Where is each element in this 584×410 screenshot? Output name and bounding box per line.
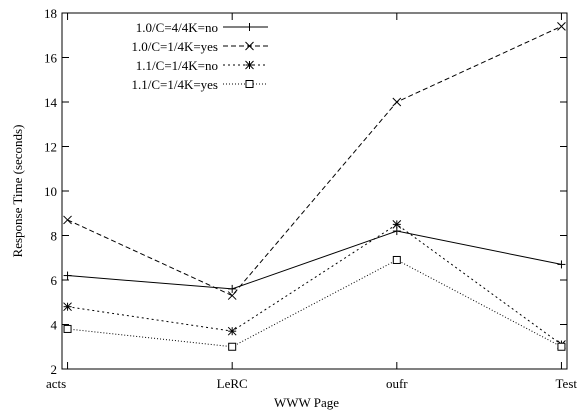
y-tick-label: 16 (44, 51, 58, 66)
series-1 (63, 227, 566, 293)
series-line (67, 223, 562, 345)
data-point-marker (245, 41, 254, 51)
x-tick-label: acts (46, 376, 66, 391)
data-point-marker (63, 215, 72, 225)
legend-label: 1.1/C=1/4K=no (136, 58, 218, 73)
series-4 (63, 255, 566, 351)
legend: 1.0/C=4/4K=no 1.0/C=1/4K=yes 1.1/C=1/4K=no… (131, 20, 268, 92)
data-point-marker (245, 23, 254, 31)
data-point-marker (392, 227, 401, 236)
data-point-marker (63, 271, 72, 280)
data-point-marker (392, 97, 402, 107)
data-point-marker (392, 220, 402, 229)
y-tick-label: 6 (51, 273, 58, 288)
legend-label: 1.0/C=1/4K=yes (131, 39, 218, 54)
data-point-marker (245, 80, 254, 88)
data-point-marker (227, 326, 237, 336)
y-tick-label: 14 (44, 95, 58, 110)
y-tick-label: 2 (51, 362, 58, 377)
x-tick-label: LeRC (217, 376, 248, 391)
x-axis: acts LeRC oufr Test (46, 13, 577, 391)
x-tick-label: oufr (386, 376, 408, 391)
x-tick-label: Test (556, 376, 578, 391)
data-point-marker (228, 342, 237, 351)
data-point-marker (557, 21, 566, 31)
y-axis: 2 4 6 8 10 12 14 16 18 (44, 6, 567, 377)
data-point-marker (557, 260, 566, 269)
x-axis-title: WWW Page (274, 395, 339, 410)
data-point-marker (227, 291, 237, 300)
data-point-marker (228, 284, 237, 293)
y-tick-label: 18 (44, 6, 57, 21)
data-point-marker (63, 324, 72, 333)
legend-label: 1.0/C=4/4K=no (136, 20, 218, 35)
series-line (67, 259, 562, 348)
data-point-marker (557, 342, 566, 351)
y-tick-label: 4 (51, 318, 58, 333)
legend-label: 1.1/C=1/4K=yes (131, 77, 218, 92)
data-point-marker (245, 60, 254, 70)
y-axis-title: Response Time (seconds) (10, 125, 25, 258)
data-point-marker (63, 302, 72, 312)
y-tick-label: 8 (51, 229, 58, 244)
series-2 (63, 21, 566, 300)
y-tick-label: 12 (44, 140, 57, 155)
series-line (67, 25, 562, 297)
y-tick-label: 10 (44, 184, 57, 199)
series-3 (63, 220, 566, 349)
data-point-marker (392, 255, 401, 264)
series-line (67, 230, 562, 290)
series-layer (63, 21, 566, 351)
